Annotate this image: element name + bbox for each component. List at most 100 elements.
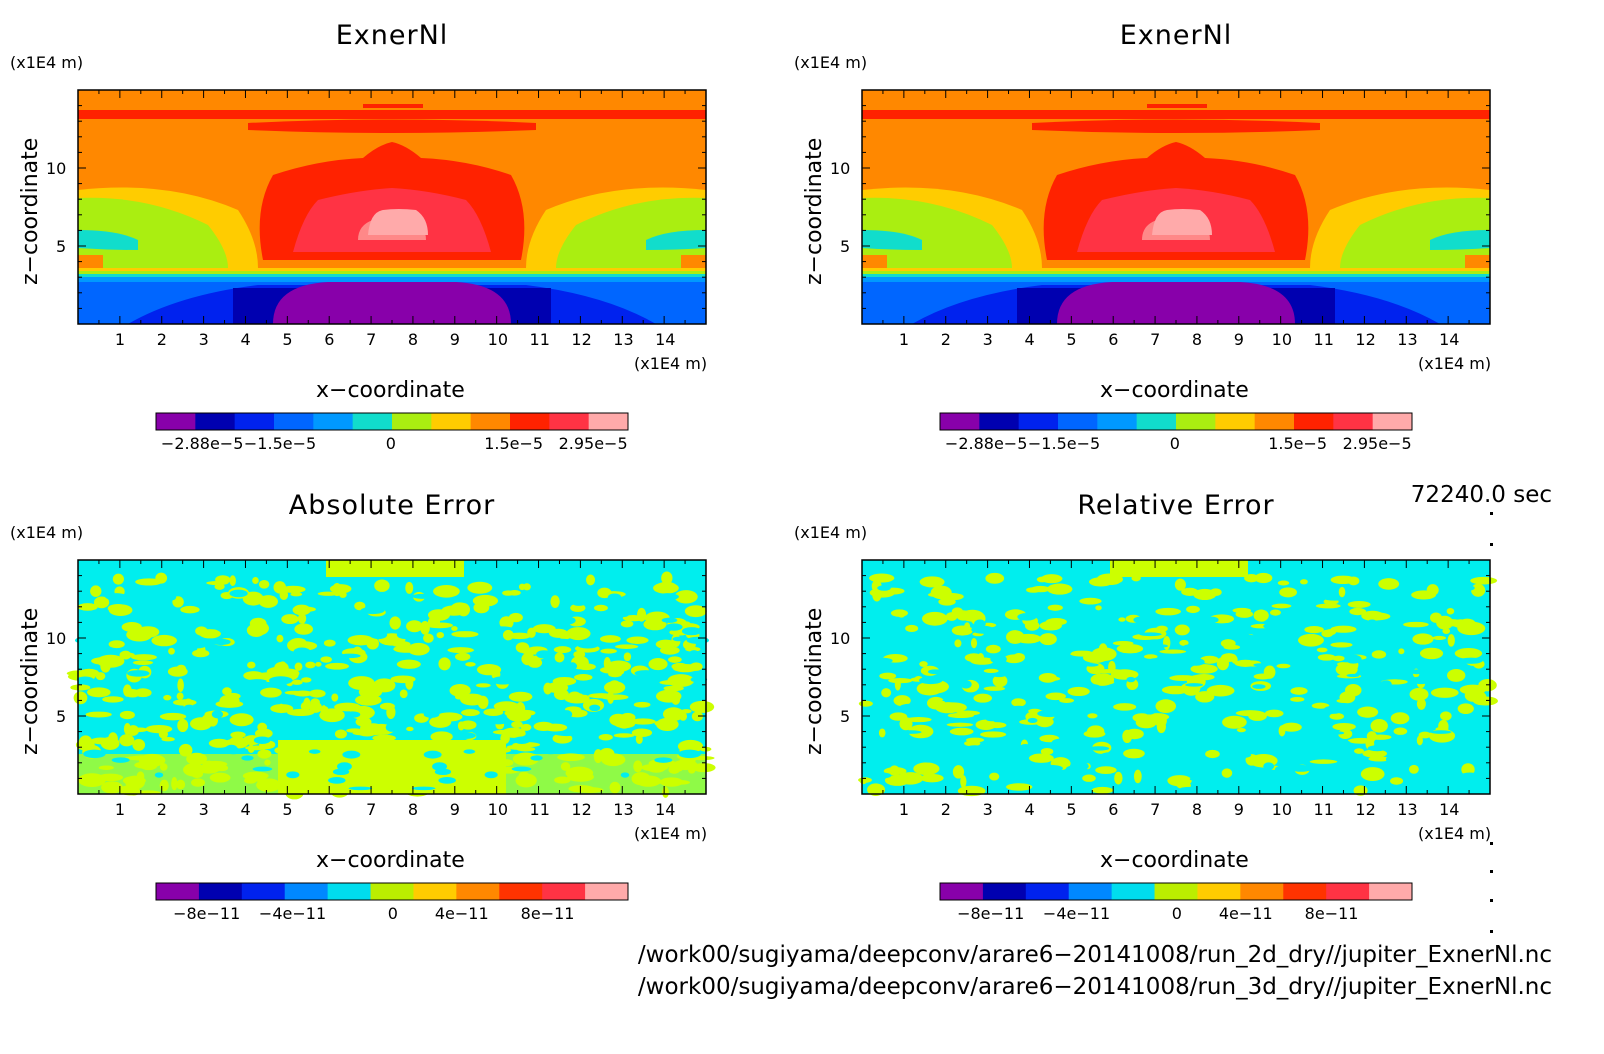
dot-marker [1490,512,1493,515]
x-axis-label: x−coordinate [1100,378,1249,403]
colorbar-label: 2.95e−5 [1342,434,1412,453]
y-unit-label: (x1E4 m) [10,53,84,72]
colorbar-swatch [1154,883,1198,900]
colorbar-label: −8e−11 [173,904,241,923]
x-tick-label: 3 [982,800,993,819]
x-unit-label: (x1E4 m) [634,354,708,373]
colorbar-swatch [274,413,314,430]
x-tick-label: 6 [324,330,335,349]
colorbar-label: 0 [1171,904,1182,923]
x-tick-label: 11 [1313,330,1334,349]
y-tick-label: 5 [840,707,851,726]
colorbar-label: −4e−11 [1042,904,1111,923]
x-tick-label: 10 [487,800,509,819]
colorbar-label: 4e−11 [434,904,489,923]
x-tick-label: 11 [529,800,550,819]
x-tick-label: 9 [1233,330,1244,349]
y-tick-label: 5 [56,237,67,256]
x-tick-label: 13 [1397,800,1418,819]
x-tick-label: 3 [982,330,993,349]
colorbar-frame [939,882,1413,901]
colorbar-swatch [1136,413,1177,430]
contour-field [858,560,1498,797]
x-tick-label: 5 [1066,800,1077,819]
colorbar-swatch [156,413,196,430]
colorbar-swatch [1097,413,1138,430]
panel-title: Absolute Error [288,490,496,521]
contour-field [66,560,716,800]
dot-marker [1490,842,1493,845]
colorbar-swatch [588,413,629,430]
colorbar-swatch [1372,413,1413,430]
x-tick-label: 9 [1233,800,1244,819]
colorbar-swatch [1254,413,1295,430]
colorbar-swatch [982,883,1027,900]
x-tick-label: 3 [198,330,209,349]
x-tick-label: 13 [613,800,634,819]
colorbar-label: 0 [385,434,396,453]
colorbar-swatch [1068,883,1113,900]
colorbar-swatch [1333,413,1374,430]
colorbar-swatch [1197,883,1241,900]
panel-title: ExnerNl [1119,20,1233,51]
y-unit-label: (x1E4 m) [794,523,868,542]
plot-svg [77,89,707,431]
colorbar-swatch [1018,413,1059,430]
colorbar-swatch [1025,883,1070,900]
colorbar-swatch [313,413,354,430]
x-tick-label: 12 [1355,800,1376,819]
contour-field [862,90,1490,324]
panel-title: ExnerNl [335,20,449,51]
y-tick-label: 10 [46,629,67,648]
colorbar-swatch [413,883,457,900]
y-unit-label: (x1E4 m) [10,523,84,542]
y-tick-label: 5 [840,237,851,256]
x-tick-label: 5 [1066,330,1077,349]
x-tick-label: 1 [898,330,910,349]
colorbar-swatch [198,883,243,900]
x-tick-label: 3 [198,800,209,819]
colorbar-label: −1.5e−5 [1027,434,1101,453]
x-tick-label: 8 [407,800,419,819]
colorbar-label: 1.5e−5 [484,434,544,453]
dot-marker [1490,930,1493,933]
x-tick-label: 6 [1108,800,1119,819]
x-tick-label: 5 [282,330,293,349]
colorbar-swatch [1058,413,1098,430]
x-tick-label: 8 [1191,330,1203,349]
colorbar-swatch [940,413,980,430]
colorbar-swatch [1294,413,1334,430]
y-tick-label: 10 [46,159,67,178]
x-tick-label: 11 [529,330,550,349]
colorbar-label: −2.88e−5 [160,434,244,453]
plot-svg [861,89,1491,431]
colorbar-frame [155,882,629,901]
colorbar-swatch [470,413,511,430]
colorbar-swatch [542,883,586,900]
colorbar-swatch [585,883,629,900]
panel-2: ExnerNl (x1E4 m) (x1E4 m) x−coordinate z−coo… [784,0,1568,470]
colorbar-swatch [499,883,543,900]
y-tick-label: 10 [830,159,851,178]
colorbar-swatch [1326,883,1370,900]
x-tick-label: 12 [571,800,592,819]
colorbar-swatch [370,883,414,900]
colorbar-swatch [1369,883,1413,900]
colorbar-label: −1.5e−5 [243,434,317,453]
colorbar-label: 0 [387,904,398,923]
x-tick-label: 11 [1313,800,1334,819]
x-unit-label: (x1E4 m) [1418,824,1492,843]
colorbar-label: 8e−11 [520,904,575,923]
x-tick-label: 1 [114,800,126,819]
panel-3: Absolute Error (x1E4 m) (x1E4 m) x−coordina… [0,470,784,940]
colorbar-frame [155,412,629,431]
y-tick-label: 5 [56,707,67,726]
x-tick-label: 7 [366,330,377,349]
x-axis-label: x−coordinate [1100,848,1249,873]
contour-field [78,90,706,324]
y-tick-label: 10 [830,629,851,648]
x-tick-label: 6 [324,800,335,819]
x-tick-label: 8 [1191,800,1203,819]
x-tick-label: 14 [1439,330,1460,349]
x-tick-label: 8 [407,330,419,349]
